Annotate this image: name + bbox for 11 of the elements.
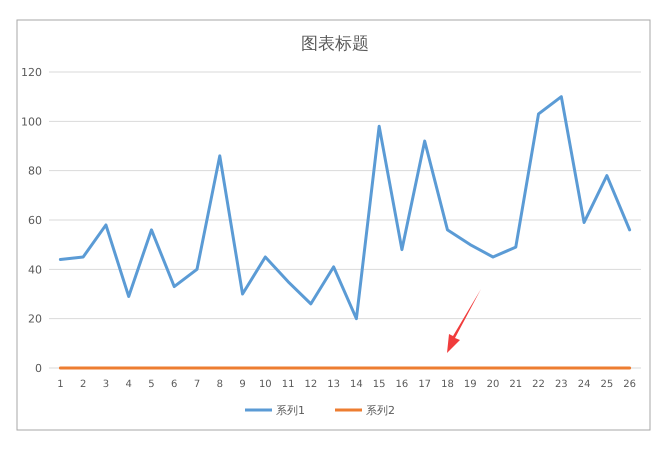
y-tick-label: 0 <box>35 362 42 375</box>
y-tick-label: 40 <box>28 263 42 276</box>
line-series <box>58 95 632 320</box>
y-tick-label: 20 <box>28 312 42 326</box>
legend-label: 系列1 <box>276 404 305 417</box>
y-tick-label: 60 <box>28 214 42 227</box>
y-tick-label: 120 <box>21 66 42 79</box>
chart-title: 图表标题 <box>301 34 369 54</box>
legend-label: 系列2 <box>366 404 395 417</box>
y-tick-label: 100 <box>21 115 42 128</box>
y-tick-label: 80 <box>28 164 42 178</box>
